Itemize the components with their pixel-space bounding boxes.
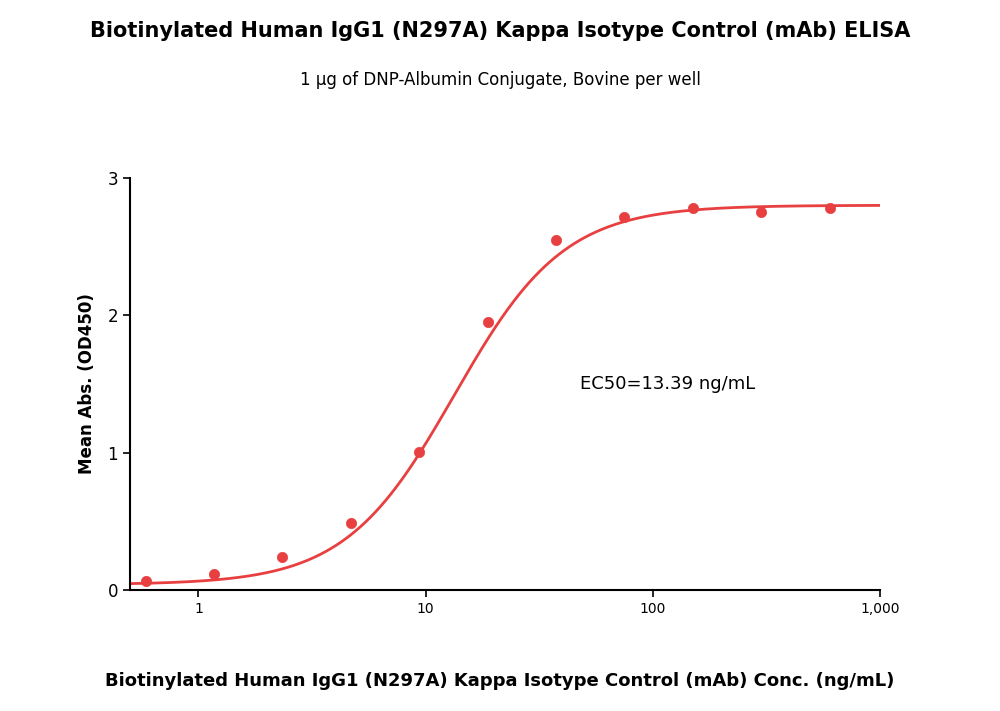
Y-axis label: Mean Abs. (OD450): Mean Abs. (OD450) [78, 294, 96, 474]
Point [548, 234, 564, 245]
Text: EC50=13.39 ng/mL: EC50=13.39 ng/mL [580, 375, 755, 393]
Point [411, 446, 427, 457]
Point [616, 211, 632, 223]
Point [480, 316, 496, 328]
Point [206, 568, 222, 579]
Point [753, 207, 769, 218]
Text: Biotinylated Human IgG1 (N297A) Kappa Isotype Control (mAb) ELISA: Biotinylated Human IgG1 (N297A) Kappa Is… [90, 21, 910, 41]
Point [822, 203, 838, 214]
Point [138, 575, 154, 587]
Text: 1 μg of DNP-Albumin Conjugate, Bovine per well: 1 μg of DNP-Albumin Conjugate, Bovine pe… [300, 71, 700, 89]
Point [274, 552, 290, 563]
Point [685, 203, 701, 214]
Point [343, 518, 359, 529]
Text: Biotinylated Human IgG1 (N297A) Kappa Isotype Control (mAb) Conc. (ng/mL): Biotinylated Human IgG1 (N297A) Kappa Is… [105, 672, 895, 690]
